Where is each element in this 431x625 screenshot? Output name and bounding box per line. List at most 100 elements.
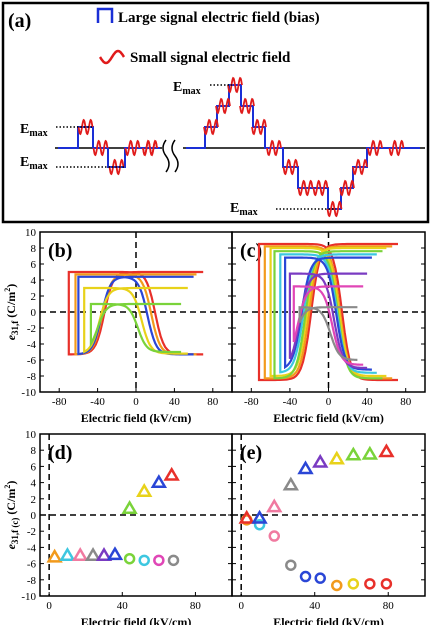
data-point-triangle bbox=[251, 509, 268, 524]
panel-e-chart: 0 40 80 Electric field (kV/cm) (e) bbox=[231, 433, 426, 625]
axis-break-right bbox=[171, 139, 179, 173]
data-point-circle bbox=[153, 554, 165, 567]
x-tick-label: 0 bbox=[238, 600, 244, 612]
emax-label-1: Emax bbox=[20, 122, 92, 139]
y-tick-label: -6 bbox=[27, 559, 37, 571]
hysteresis-loop-yellow bbox=[83, 286, 188, 355]
y-tick-label: -4 bbox=[27, 339, 37, 351]
x-tick-label: 40 bbox=[169, 396, 181, 408]
data-point-triangle bbox=[282, 476, 300, 491]
data-point-triangle bbox=[328, 450, 345, 465]
y-tick-label: -10 bbox=[21, 387, 36, 399]
data-point-triangle bbox=[72, 547, 89, 561]
data-point-triangle bbox=[361, 445, 379, 460]
x-tick-label: 80 bbox=[383, 600, 395, 612]
data-point-triangle bbox=[95, 547, 113, 561]
data-point-triangle bbox=[238, 509, 255, 524]
small-signal-wiggle bbox=[215, 97, 231, 115]
svg-text:Emax: Emax bbox=[20, 122, 48, 139]
small-signal-wiggle bbox=[92, 139, 109, 157]
hysteresis-loop-blue bbox=[284, 256, 372, 371]
svg-text:Emax: Emax bbox=[173, 80, 201, 97]
data-point-triangle bbox=[163, 466, 180, 481]
x-tick-label: -40 bbox=[90, 396, 105, 408]
panel-a: (a) Large signal electric field (bias) S… bbox=[1, 1, 430, 224]
data-point-triangle bbox=[84, 547, 102, 561]
hysteresis-loop-blue bbox=[77, 275, 194, 356]
y-tick-label: -2 bbox=[27, 526, 36, 538]
data-point-circle bbox=[253, 518, 266, 531]
y-tick-label: 6 bbox=[31, 259, 37, 271]
small-signal-wiggle bbox=[251, 118, 267, 136]
large-signal-waveform-1 bbox=[58, 126, 160, 168]
x-axis-label: Electric field (kV/cm) bbox=[81, 411, 192, 425]
y-tick-label: 10 bbox=[25, 429, 37, 441]
svg-text:Emax: Emax bbox=[20, 155, 48, 172]
small-signal-wiggle bbox=[282, 158, 299, 176]
y-tick-label: -8 bbox=[27, 575, 37, 587]
data-point-circle bbox=[299, 570, 312, 583]
small-signal-wiggle bbox=[339, 179, 355, 197]
data-point-triangle bbox=[150, 474, 168, 489]
y-tick-label: 0 bbox=[31, 307, 37, 319]
y-tick-label: -6 bbox=[27, 355, 37, 367]
y-tick-label: -8 bbox=[27, 371, 37, 383]
y-tick-label: 0 bbox=[31, 510, 37, 522]
data-point-triangle bbox=[312, 453, 329, 468]
y-tick-label: -4 bbox=[27, 542, 37, 554]
y-axis-label: e31,f (C/m2) bbox=[3, 284, 20, 341]
panel-d-chart: -10 -8 -6 -4 -2 0 2 4 6 8 10 0 40 80 Electric field (k… bbox=[3, 429, 233, 625]
data-point-circle bbox=[285, 559, 297, 571]
small-signal-legend-label: Small signal electric field bbox=[130, 50, 291, 66]
small-signal-wiggle bbox=[297, 179, 314, 197]
data-point-circle bbox=[138, 554, 150, 567]
panel-c-chart: -80 -40 0 40 80 Electric field (kV/cm) (c) bbox=[231, 231, 426, 425]
data-point-circle bbox=[123, 552, 136, 565]
x-tick-label: 0 bbox=[326, 396, 332, 408]
y-tick-label: -10 bbox=[21, 591, 36, 603]
data-point-triangle bbox=[345, 446, 362, 461]
small-signal-wiggle bbox=[239, 97, 255, 115]
y-tick-label: 2 bbox=[31, 291, 37, 303]
panel-b-chart: -10 -8 -6 -4 -2 0 2 4 6 8 10 -80 -40 0 40 80 Electric fi… bbox=[3, 227, 233, 425]
data-point-triangle bbox=[46, 548, 63, 563]
x-axis-label: Electric field (kV/cm) bbox=[273, 411, 384, 425]
x-tick-label: 0 bbox=[133, 396, 139, 408]
x-tick-label: -40 bbox=[283, 396, 298, 408]
hysteresis-loop-purple bbox=[288, 272, 368, 370]
data-point-triangle bbox=[266, 498, 283, 513]
y-axis-label: e31,f (c) (C/m2) bbox=[3, 481, 20, 550]
y-tick-label: 8 bbox=[31, 445, 37, 457]
svg-text:Emax: Emax bbox=[230, 201, 258, 218]
panel-label: (d) bbox=[48, 442, 72, 464]
x-tick-label: -80 bbox=[52, 396, 67, 408]
small-signal-wiggle bbox=[388, 139, 405, 157]
y-tick-label: 4 bbox=[31, 275, 37, 287]
x-tick-label: 80 bbox=[207, 396, 219, 408]
x-tick-label: 0 bbox=[46, 600, 52, 612]
small-signal-waveforms bbox=[77, 76, 405, 218]
data-point-circle bbox=[380, 578, 393, 590]
panel-label: (e) bbox=[240, 442, 262, 464]
small-signal-wiggle bbox=[352, 158, 368, 176]
data-point-triangle bbox=[106, 546, 124, 561]
x-tick-label: 40 bbox=[309, 600, 321, 612]
small-signal-wiggle bbox=[326, 200, 343, 218]
x-tick-label: 80 bbox=[400, 396, 412, 408]
small-signal-wiggle bbox=[203, 118, 219, 136]
small-signal-wiggle bbox=[227, 76, 243, 94]
data-point-circle bbox=[268, 530, 281, 542]
data-point-triangle bbox=[378, 443, 395, 458]
large-signal-legend-label: Large signal electric field (bias) bbox=[118, 10, 320, 26]
axis-break-left bbox=[162, 139, 170, 173]
y-tick-label: 10 bbox=[25, 227, 37, 239]
panel-label: (c) bbox=[240, 240, 262, 262]
x-tick-label: -80 bbox=[244, 396, 259, 408]
data-point-circle bbox=[331, 579, 343, 592]
data-point-circle bbox=[314, 572, 326, 584]
panel-a-label: (a) bbox=[8, 10, 31, 32]
small-signal-wiggle bbox=[124, 139, 141, 157]
small-signal-wiggle bbox=[142, 139, 158, 157]
y-tick-label: -2 bbox=[27, 323, 36, 335]
